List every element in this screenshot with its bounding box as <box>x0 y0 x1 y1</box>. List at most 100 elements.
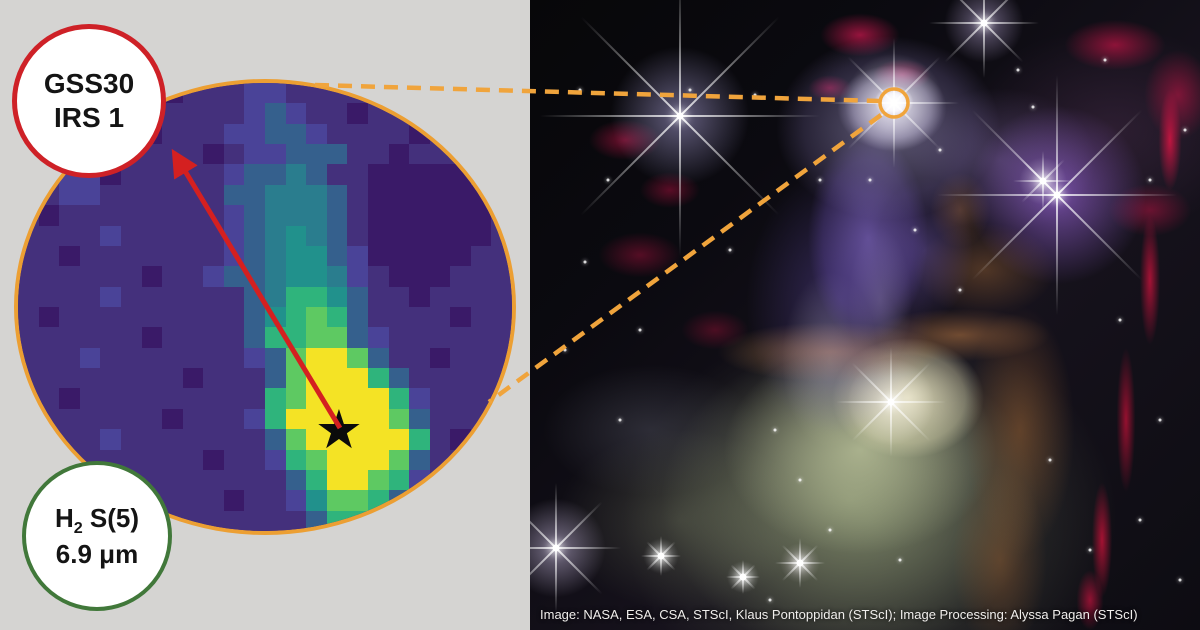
heatmap-cell <box>306 123 327 145</box>
heatmap-cell <box>223 164 245 185</box>
heatmap-cell <box>244 510 265 531</box>
star-dot <box>898 558 902 562</box>
heatmap-cell <box>429 429 451 450</box>
heatmap-cell <box>491 429 512 450</box>
heatmap-cell <box>38 368 60 389</box>
heatmap-cell <box>470 266 492 287</box>
heatmap-cell <box>162 368 183 389</box>
star-dot <box>1103 58 1107 62</box>
heatmap-cell <box>100 347 121 369</box>
emission-line-badge: H2 S(5) 6.9 μm <box>22 461 172 611</box>
heatmap-cell <box>491 205 512 226</box>
h-subscript: 2 <box>73 518 83 537</box>
heatmap-cell <box>470 490 492 511</box>
heatmap-cell <box>38 327 60 348</box>
heatmap-cell <box>141 347 163 369</box>
heatmap-cell <box>470 83 492 104</box>
heatmap-cell <box>450 429 471 450</box>
heatmap-cell <box>347 347 368 369</box>
heatmap-cell <box>388 83 410 104</box>
heatmap-cell <box>306 449 327 470</box>
heatmap-cell <box>367 388 389 409</box>
heatmap-cell <box>367 266 389 287</box>
heatmap-cell <box>182 490 204 511</box>
heatmap-cell <box>470 286 492 307</box>
heatmap-cell <box>203 347 224 369</box>
heatmap-cell <box>141 225 163 246</box>
heatmap-cell <box>141 429 163 450</box>
heatmap-cell <box>59 347 80 369</box>
heatmap-cell <box>285 449 307 470</box>
heatmap-cell <box>367 347 389 369</box>
heatmap-cell <box>470 347 492 369</box>
heatmap-cell <box>18 306 39 328</box>
heatmap-cell <box>182 429 204 450</box>
heatmap-cell <box>182 164 204 185</box>
heatmap-cell <box>326 144 348 165</box>
heatmap-cell <box>244 83 265 104</box>
heatmap-cell <box>491 469 512 491</box>
star-dot <box>1148 178 1152 182</box>
star-core <box>739 573 747 581</box>
heatmap-cell <box>182 205 204 226</box>
heatmap-cell <box>162 205 183 226</box>
heatmap-cell <box>367 144 389 165</box>
heatmap-cell <box>470 103 492 124</box>
heatmap-cell <box>203 266 224 287</box>
heatmap-cell <box>450 306 471 328</box>
heatmap-cell <box>120 368 142 389</box>
heatmap-cell <box>326 347 348 369</box>
heatmap-cell <box>470 144 492 165</box>
heatmap-cell <box>306 83 327 104</box>
heatmap-cell <box>79 286 101 307</box>
heatmap-cell <box>141 408 163 430</box>
heatmap-cell <box>223 144 245 165</box>
heatmap-cell <box>285 266 307 287</box>
star-dot <box>1031 105 1035 109</box>
heatmap-cell <box>182 103 204 124</box>
heatmap-cell <box>367 245 389 267</box>
heatmap-cell <box>409 408 430 430</box>
heatmap-cell <box>244 306 265 328</box>
heatmap-cell <box>470 164 492 185</box>
heatmap-cell <box>203 225 224 246</box>
heatmap-cell <box>326 184 348 206</box>
heatmap-cell <box>79 245 101 267</box>
heatmap-cell <box>409 449 430 470</box>
heatmap-cell <box>347 103 368 124</box>
heatmap-cell <box>285 164 307 185</box>
h-symbol: H <box>54 502 74 533</box>
heatmap-cell <box>491 510 512 531</box>
heatmap-cell <box>409 490 430 511</box>
heatmap-cell <box>162 184 183 206</box>
heatmap-cell <box>223 408 245 430</box>
heatmap-cell <box>141 388 163 409</box>
star-core <box>980 19 988 27</box>
star-dot <box>1118 318 1122 322</box>
heatmap-cell <box>182 388 204 409</box>
heatmap-cell <box>203 429 224 450</box>
heatmap-cell <box>79 205 101 226</box>
heatmap-cell <box>162 327 183 348</box>
heatmap-cell <box>450 347 471 369</box>
heatmap-cell <box>162 429 183 450</box>
heatmap-cell <box>244 469 265 491</box>
heatmap-cell <box>182 144 204 165</box>
heatmap-cell <box>59 327 80 348</box>
heatmap-cell <box>347 449 368 470</box>
heatmap-cell <box>347 123 368 145</box>
heatmap-cell <box>265 469 286 491</box>
heatmap-cell <box>182 184 204 206</box>
heatmap-cell <box>429 327 451 348</box>
heatmap-cell <box>18 266 39 287</box>
heatmap-cell <box>388 388 410 409</box>
heatmap-cell <box>203 490 224 511</box>
heatmap-cell <box>450 245 471 267</box>
heatmap-cell <box>491 388 512 409</box>
star-dot <box>1178 578 1182 582</box>
heatmap-cell <box>265 266 286 287</box>
heatmap-cell <box>347 245 368 267</box>
heatmap-cell <box>388 225 410 246</box>
heatmap-cell <box>306 103 327 124</box>
